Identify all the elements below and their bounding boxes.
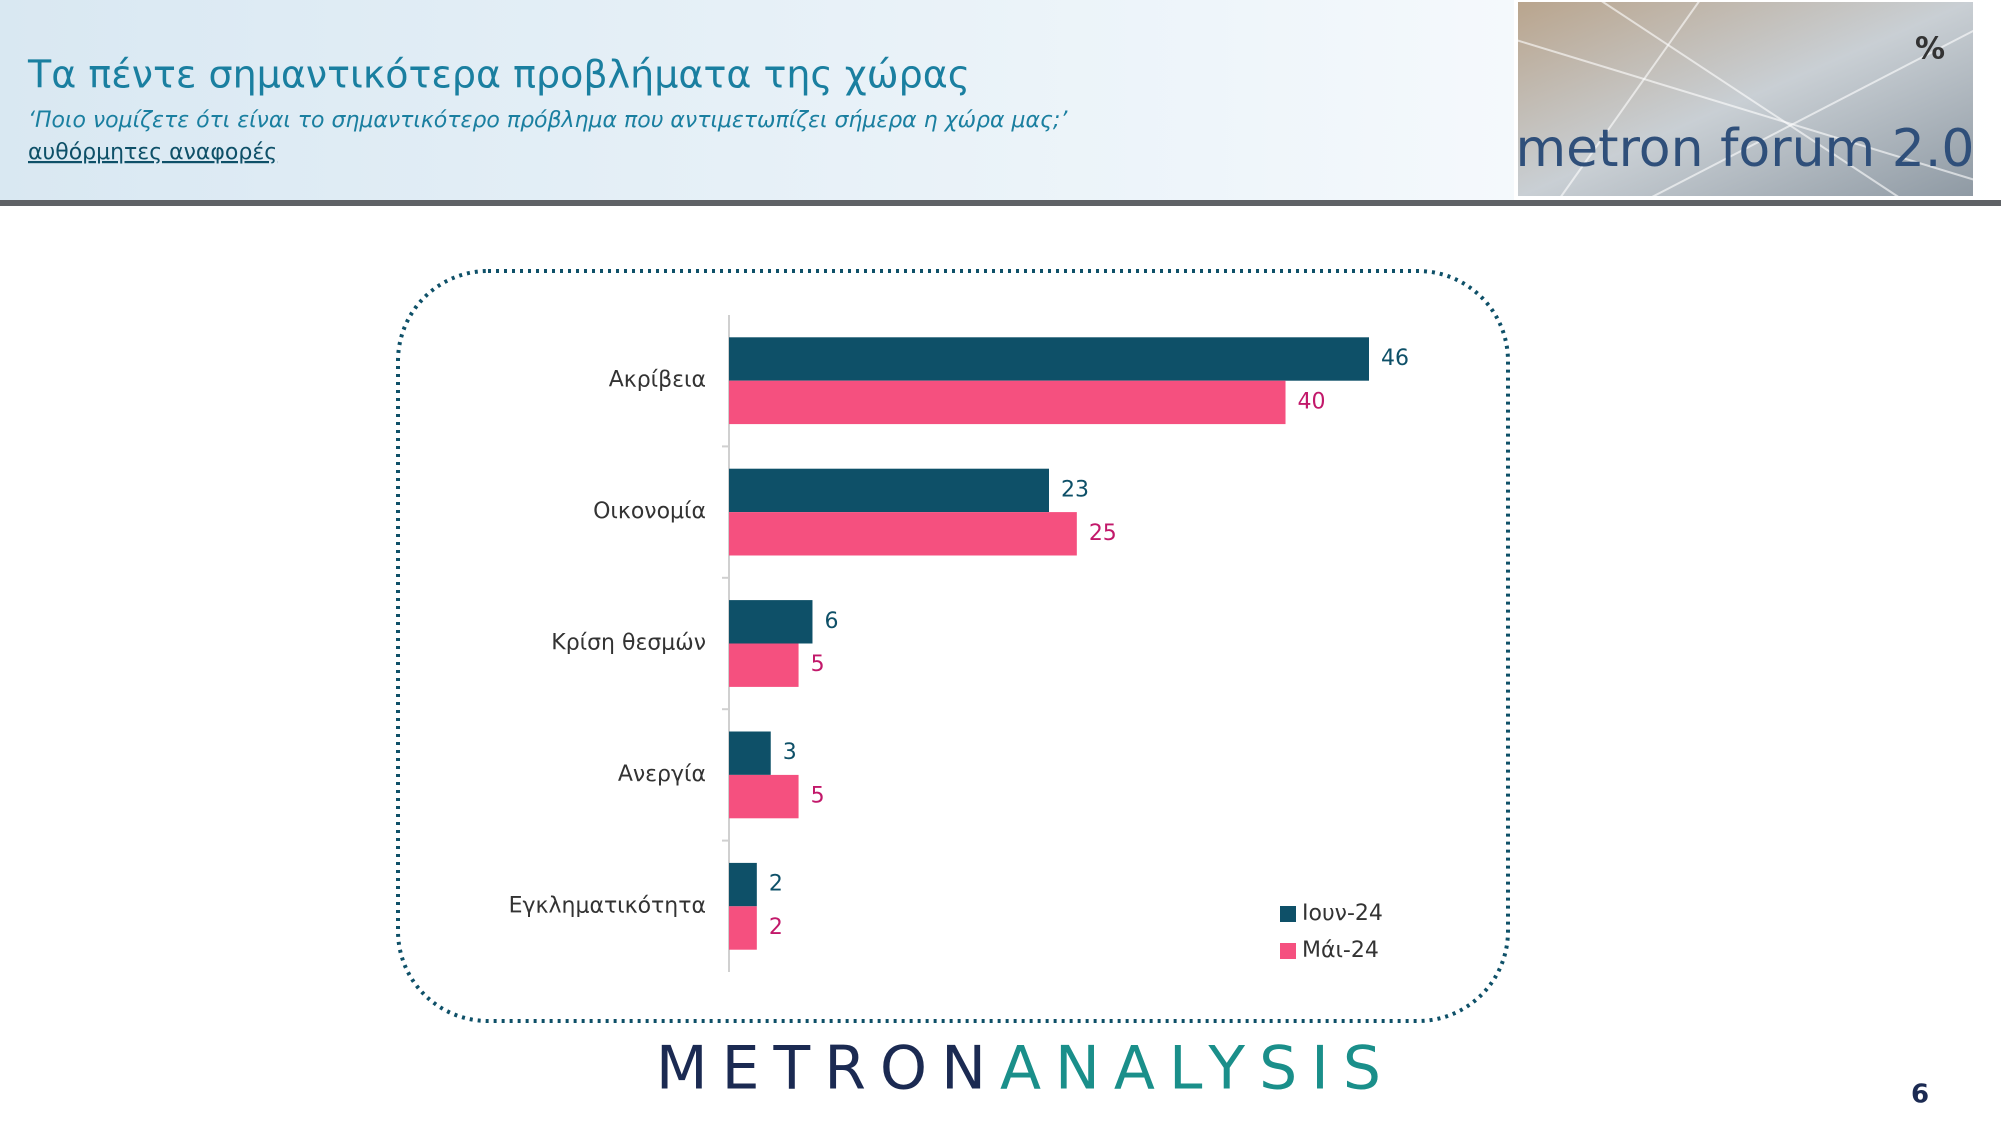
bar: [729, 862, 757, 907]
brand-image: [1514, 0, 1977, 200]
value-label: 23: [1061, 477, 1089, 502]
value-label: 2: [769, 872, 783, 897]
value-label: 40: [1298, 389, 1326, 414]
legend-swatch: [1280, 906, 1296, 922]
bar: [729, 906, 757, 950]
legend-label: Ιουν-24: [1302, 901, 1383, 926]
legend-swatch: [1280, 943, 1296, 959]
category-label: Ακρίβεια: [609, 368, 706, 393]
value-label: 6: [824, 609, 838, 634]
legend-label: Μάι-24: [1302, 938, 1379, 963]
value-label: 46: [1381, 346, 1409, 371]
bar: [729, 643, 799, 687]
badge: %: [1915, 32, 1945, 67]
bar: [729, 600, 813, 644]
bar: [729, 774, 799, 819]
bar: [729, 380, 1286, 425]
title: Τα πέντε σημαντικότερα προβλήματα της χώ…: [27, 53, 970, 97]
note: αυθόρμητες αναφορές: [28, 140, 277, 165]
category-label: Εγκληματικότητα: [509, 893, 706, 918]
value-label: 25: [1089, 521, 1117, 546]
bar: [729, 468, 1049, 513]
logo-right: ANALYSIS: [1000, 1034, 1395, 1104]
subtitle: ‘Ποιο νομίζετε ότι είναι το σημαντικότερ…: [28, 108, 1068, 133]
logo-left: METRON: [656, 1034, 1000, 1104]
header-rule: [0, 200, 2001, 206]
category-label: Ανεργία: [618, 762, 706, 787]
category-label: Οικονομία: [593, 499, 706, 524]
brand-pattern: [1515, 0, 1976, 199]
brand: metron forum 2.0: [1516, 119, 1975, 179]
bar: [729, 731, 771, 775]
category-label: Κρίση θεσμών: [551, 631, 706, 656]
bar: [729, 512, 1077, 556]
value-label: 3: [783, 740, 797, 765]
page-number: 6: [1911, 1080, 1929, 1110]
bar: [729, 337, 1369, 381]
value-label: 5: [811, 784, 825, 809]
frame: [396, 269, 1510, 1023]
value-label: 5: [811, 652, 825, 677]
value-label: 2: [769, 915, 783, 940]
